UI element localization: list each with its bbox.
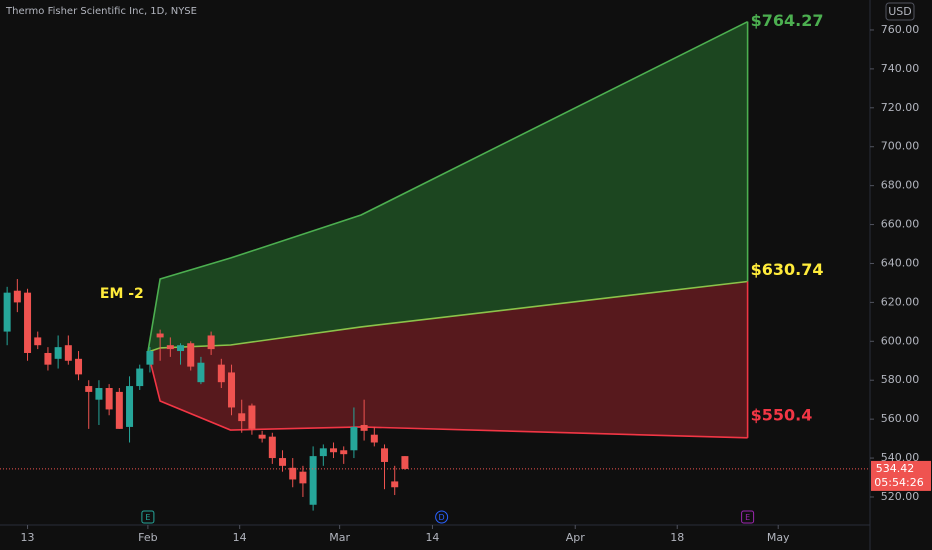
x-tick-label: 18 xyxy=(670,531,684,544)
candle-body xyxy=(370,434,378,443)
candle-body xyxy=(319,448,327,457)
event-icon xyxy=(141,510,155,524)
candle-body xyxy=(340,450,348,455)
candle-body xyxy=(187,343,195,367)
y-tick-label: 520.00 xyxy=(881,490,920,503)
candle-body xyxy=(391,481,399,488)
currency-box xyxy=(885,2,915,21)
candle-body xyxy=(248,405,256,429)
event-icon xyxy=(435,510,449,524)
candle-body xyxy=(75,358,83,375)
candle-body xyxy=(156,333,164,338)
event-icon xyxy=(741,510,755,524)
upper-band-area xyxy=(147,21,748,353)
chart-title: Thermo Fisher Scientific Inc, 1D, NYSE xyxy=(5,6,197,17)
candle-body xyxy=(64,345,72,361)
candle-body xyxy=(360,424,368,431)
x-tick-label: Apr xyxy=(566,531,586,544)
y-tick-label: 740.00 xyxy=(881,62,920,75)
candle-body xyxy=(217,364,225,383)
candle-body xyxy=(299,471,307,484)
y-tick-label: 560.00 xyxy=(881,412,920,425)
candle-body xyxy=(34,337,42,346)
candle-body xyxy=(13,290,21,303)
lower-value-label: $550.4 xyxy=(751,405,813,424)
candle-body xyxy=(85,386,93,392)
candle-body xyxy=(166,345,174,350)
y-tick-label: 620.00 xyxy=(881,295,920,308)
candle-body xyxy=(401,456,409,469)
y-tick-label: 760.00 xyxy=(881,23,920,36)
candle-body xyxy=(126,386,134,427)
last-price-label: 534.42 xyxy=(876,462,915,475)
upper-band-line xyxy=(147,20,748,353)
x-tick-label: 14 xyxy=(233,531,247,544)
candle-body xyxy=(228,372,236,408)
candle-body xyxy=(289,467,297,480)
x-tick-label: Feb xyxy=(138,531,157,544)
candle-body xyxy=(268,436,276,459)
y-tick-label: 540.00 xyxy=(881,451,920,464)
lower-band-line xyxy=(147,351,748,439)
candle-body xyxy=(207,335,215,350)
x-tick-label: 13 xyxy=(21,531,35,544)
candle-body xyxy=(136,368,144,387)
countdown: 05:54:26 xyxy=(874,476,923,489)
candle-body xyxy=(115,391,123,429)
lower-band-area xyxy=(147,281,748,438)
candle-body xyxy=(146,351,154,365)
middle-band-line xyxy=(147,280,748,353)
candle-body xyxy=(258,434,266,439)
x-tick-label: Mar xyxy=(329,531,350,544)
candle-body xyxy=(3,292,11,332)
candle-body xyxy=(279,458,287,466)
currency: USD xyxy=(888,5,912,18)
y-tick-label: 700.00 xyxy=(881,140,920,153)
event-label: E xyxy=(145,513,150,522)
candle-body xyxy=(24,292,32,353)
candle-body xyxy=(105,388,113,410)
y-tick-label: 580.00 xyxy=(881,373,920,386)
candle-body xyxy=(381,448,389,462)
y-tick-label: 680.00 xyxy=(881,179,920,192)
candle-body xyxy=(95,388,103,400)
candle-body xyxy=(330,448,338,453)
last-price-box xyxy=(871,460,931,491)
event-label: D xyxy=(439,513,445,522)
middle-value-label: $630.74 xyxy=(751,260,824,279)
candle-body xyxy=(44,352,52,365)
band-label: EM -2 xyxy=(100,286,144,302)
candle-body xyxy=(350,426,358,451)
event-label: E xyxy=(745,513,750,522)
x-tick-label: May xyxy=(767,531,790,544)
y-tick-label: 600.00 xyxy=(881,334,920,347)
candle-body xyxy=(54,347,62,359)
candle-body xyxy=(197,362,205,383)
x-tick-label: 14 xyxy=(425,531,439,544)
upper-value-label: $764.27 xyxy=(751,11,824,30)
candle-body xyxy=(177,345,185,352)
candle-body xyxy=(238,413,246,422)
y-tick-label: 720.00 xyxy=(881,101,920,114)
y-tick-label: 640.00 xyxy=(881,256,920,269)
y-tick-label: 660.00 xyxy=(881,218,920,231)
candle-body xyxy=(309,456,317,505)
